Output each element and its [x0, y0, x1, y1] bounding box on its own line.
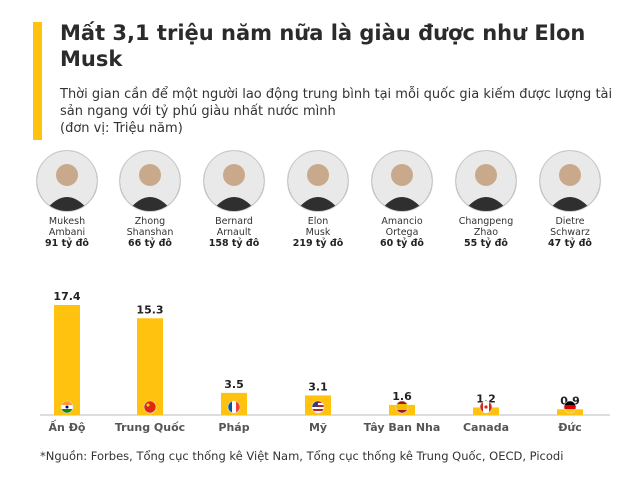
billionaire-name-line1: Mukesh: [48, 216, 86, 227]
portrait-icon: [119, 150, 181, 212]
billionaire-card: Bernard Arnault 158 tỷ đô: [192, 150, 276, 250]
accent-bar: [33, 22, 42, 140]
billionaire-card: Elon Musk 219 tỷ đô: [276, 150, 360, 250]
chart-title: Mất 3,1 triệu năm nữa là giàu được như E…: [60, 21, 586, 71]
portrait-icon: [203, 150, 265, 212]
billionaire-name-line2: Arnault: [216, 227, 252, 238]
billionaire-wealth: 47 tỷ đô: [548, 238, 592, 249]
bar-value-label: 3.1: [308, 380, 328, 393]
canada-flag-icon: [479, 400, 493, 414]
unit-text: (đơn vị: Triệu năm): [60, 121, 183, 136]
billionaire-name: Mukesh Ambani: [25, 216, 109, 238]
billionaire-card: Dietre Schwarz 47 tỷ đô: [528, 150, 612, 250]
billionaire-wealth: 66 tỷ đô: [128, 238, 172, 249]
billionaire-name: Amancio Ortega: [360, 216, 444, 238]
billionaire-wealth: 219 tỷ đô: [292, 238, 344, 249]
portrait-icon: [539, 150, 601, 212]
spain-flag-icon: [395, 400, 409, 414]
bar-value-label: 17.4: [53, 290, 80, 303]
billionaire-wealth: 55 tỷ đô: [464, 238, 508, 249]
x-tick-label: Ấn Độ: [49, 419, 86, 434]
billionaire-wealth: 60 tỷ đô: [380, 238, 424, 249]
subtitle-text: Thời gian cần để một người lao động trun…: [60, 87, 613, 119]
bar-value-label: 1.6: [392, 390, 412, 403]
x-tick-label: Tây Ban Nha: [364, 421, 441, 434]
x-tick-label: Mỹ: [309, 421, 327, 434]
germany-flag-icon: [563, 400, 577, 414]
china-flag-icon: [143, 400, 157, 414]
billionaire-wealth: 158 tỷ đô: [208, 238, 260, 249]
billionaire-name-line1: Bernard: [215, 216, 253, 227]
source-note: *Nguồn: Forbes, Tổng cục thống kê Việt N…: [40, 449, 564, 463]
billionaire-name-line2: Schwarz: [550, 227, 590, 238]
bar: [54, 305, 80, 415]
billionaire-name: Zhong Shanshan: [108, 216, 192, 238]
billionaire-name-line1: Elon: [307, 216, 329, 227]
billionaire-card: Mukesh Ambani 91 tỷ đô: [25, 150, 109, 250]
x-tick-label: Pháp: [218, 421, 249, 434]
billionaire-name-line2: Ortega: [385, 227, 419, 238]
bar-value-label: 15.3: [136, 303, 163, 316]
billionaire-wealth: 91 tỷ đô: [45, 238, 89, 249]
chart-subtitle: Thời gian cần để một người lao động trun…: [60, 86, 630, 137]
billionaire-name-line1: Zhong: [134, 216, 166, 227]
x-tick-label: Đức: [558, 421, 582, 434]
billionaire-name: Changpeng Zhao: [444, 216, 528, 238]
billionaire-name-line2: Shanshan: [126, 227, 174, 238]
billionaire-card: Amancio Ortega 60 tỷ đô: [360, 150, 444, 250]
x-tick-label: Canada: [463, 421, 509, 434]
bar-chart: 17.4 Ấn Độ 15.3 Trung Quốc 3.5 Pháp 3.1 Mỹ 1.6 Tâ…: [40, 290, 610, 434]
bar-value-label: 1.2: [476, 392, 496, 405]
billionaire-name-line1: Changpeng: [458, 216, 514, 227]
bar-value-label: 3.5: [224, 378, 244, 391]
billionaire-name-line1: Dietre: [555, 216, 585, 227]
billionaire-name: Bernard Arnault: [192, 216, 276, 238]
x-tick-label: Trung Quốc: [115, 421, 185, 434]
billionaire-card: Changpeng Zhao 55 tỷ đô: [444, 150, 528, 250]
billionaire-name: Dietre Schwarz: [528, 216, 612, 238]
portrait-icon: [36, 150, 98, 212]
france-flag-icon: [227, 400, 241, 414]
usa-flag-icon: [311, 400, 325, 414]
billionaire-name: Elon Musk: [276, 216, 360, 238]
billionaire-name-line2: Musk: [305, 227, 331, 238]
billionaire-card: Zhong Shanshan 66 tỷ đô: [108, 150, 192, 250]
billionaire-name-line1: Amancio: [381, 216, 423, 227]
bar: [137, 318, 163, 415]
portrait-icon: [371, 150, 433, 212]
portrait-icon: [455, 150, 517, 212]
portrait-icon: [287, 150, 349, 212]
india-flag-icon: [60, 400, 74, 414]
billionaire-name-line2: Ambani: [48, 227, 86, 238]
billionaire-name-line2: Zhao: [473, 227, 499, 238]
